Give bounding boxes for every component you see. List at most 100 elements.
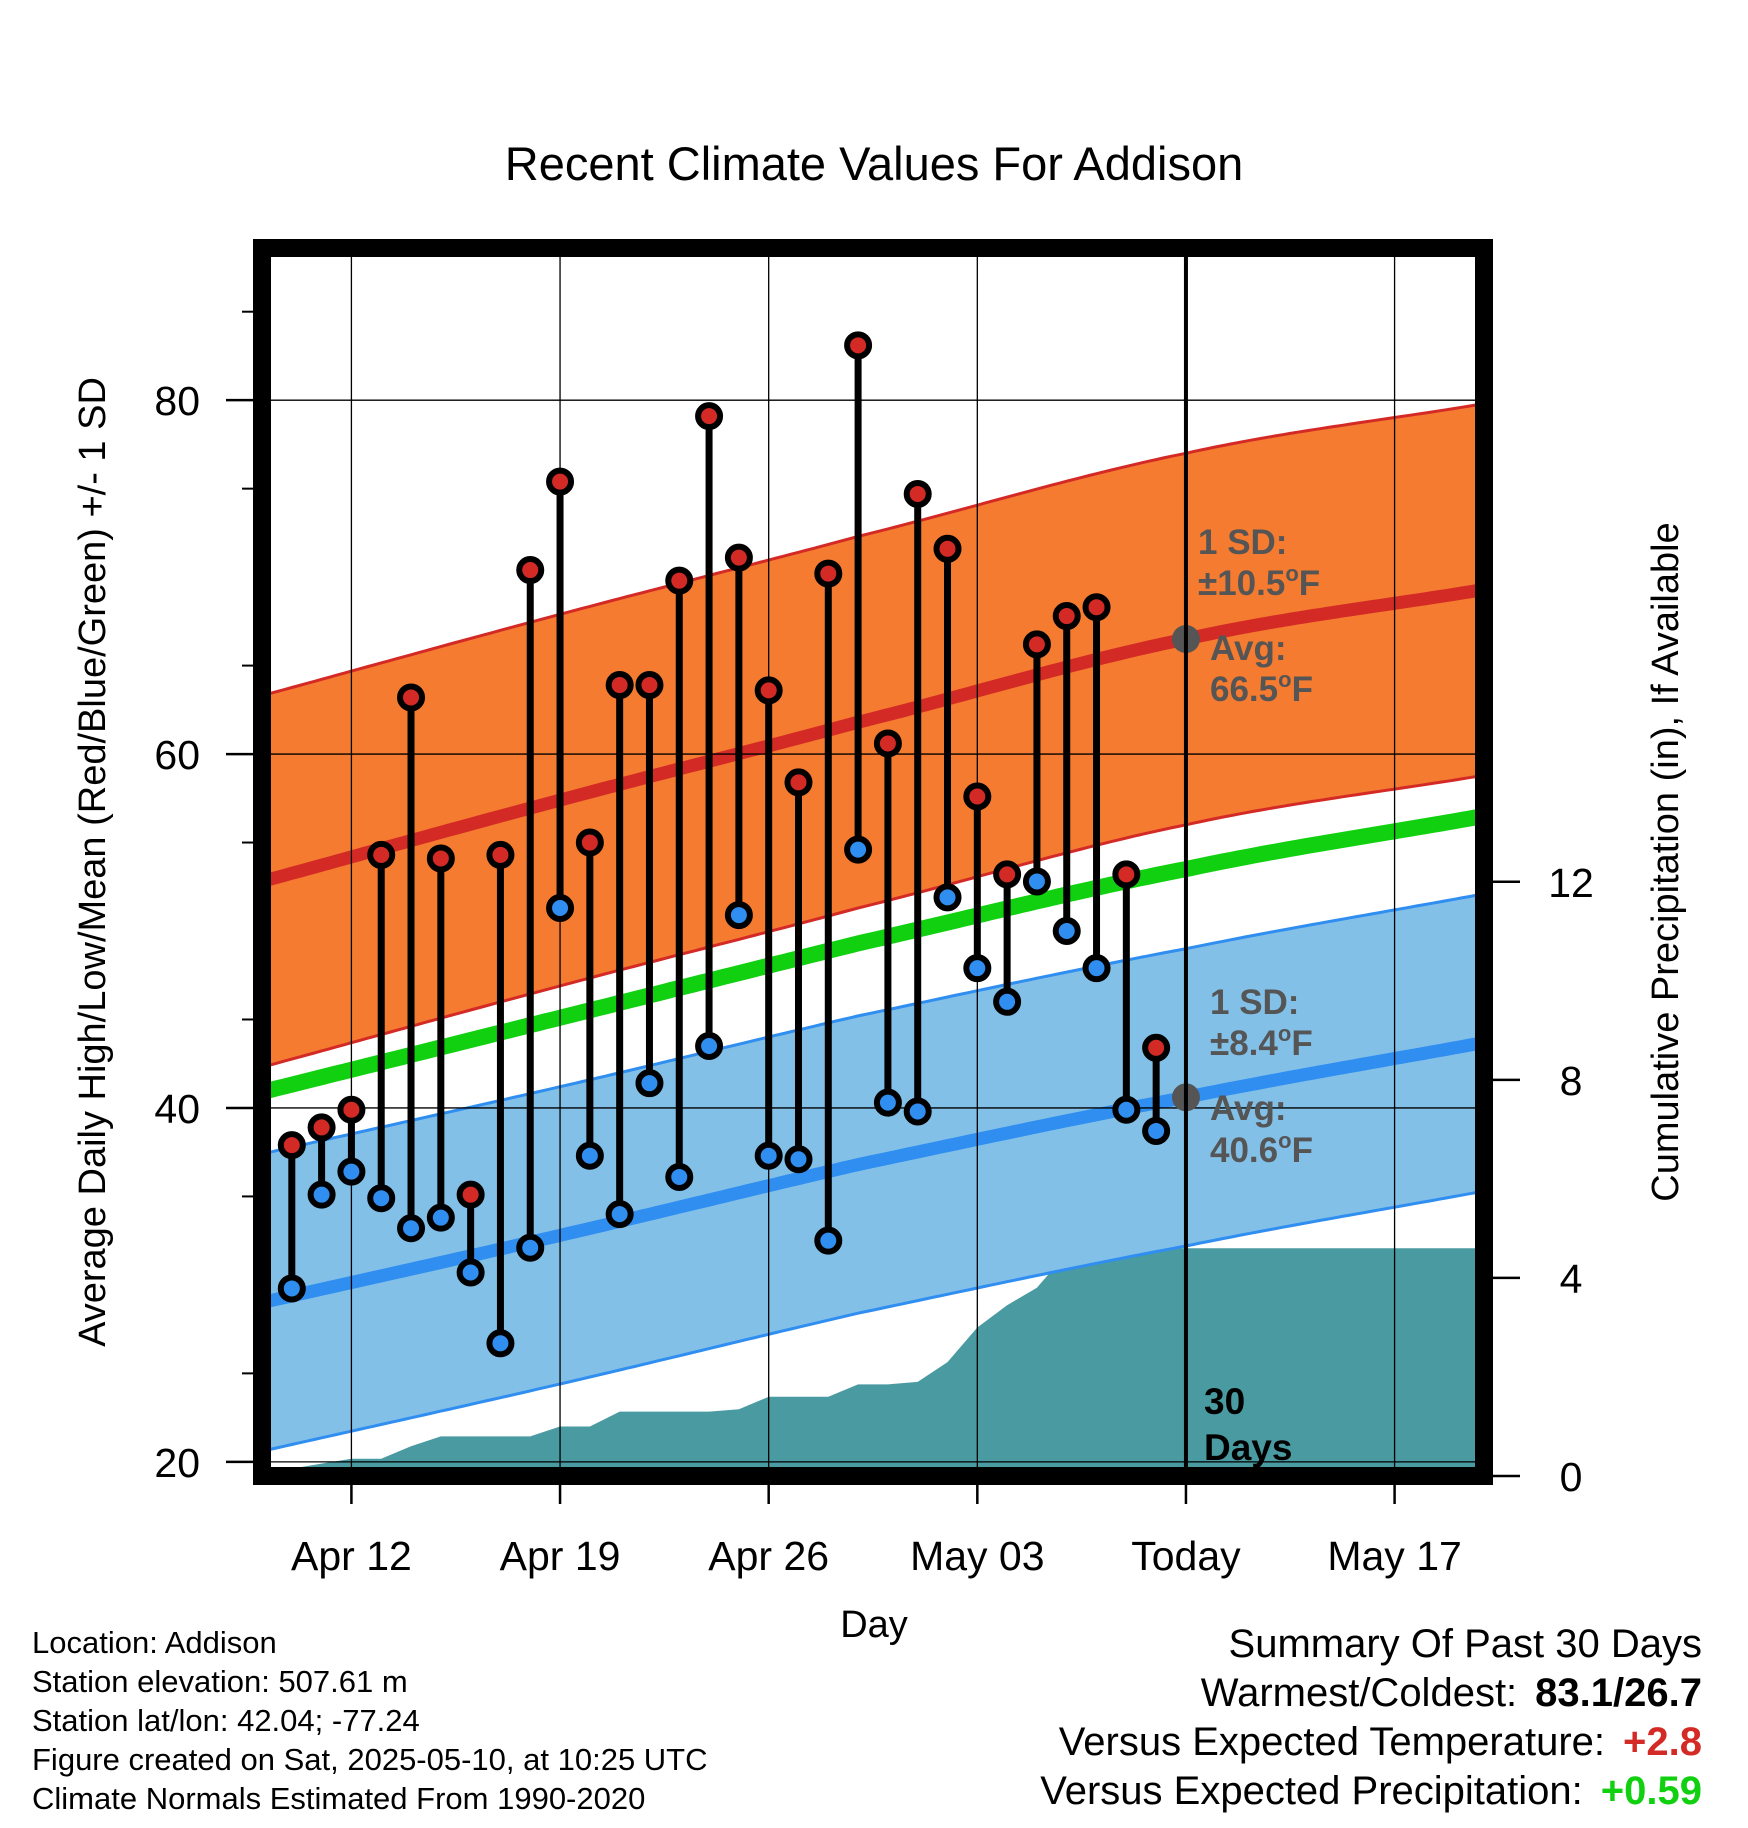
mean-normal-line bbox=[262, 808, 1484, 1100]
daily-low-point bbox=[367, 1184, 396, 1213]
y2-tick-label: 4 bbox=[1560, 1256, 1583, 1302]
days-label: Days bbox=[1204, 1427, 1292, 1468]
low-band-lower-edge bbox=[262, 1189, 1484, 1453]
daily-high-point bbox=[1112, 860, 1141, 889]
high-sd-value: ±10.5oF bbox=[1198, 561, 1320, 603]
y-tick-label: 40 bbox=[154, 1086, 200, 1132]
daily-low-point bbox=[277, 1274, 306, 1303]
daily-high-point bbox=[635, 671, 664, 700]
station-info: Location: Addison Station elevation: 507… bbox=[32, 1623, 708, 1818]
daily-low-point bbox=[1082, 954, 1111, 983]
daily-low-point bbox=[546, 894, 575, 923]
daily-high-point bbox=[397, 683, 426, 712]
daily-high-point bbox=[456, 1180, 485, 1209]
high-sd-label: 1 SD: bbox=[1198, 523, 1287, 562]
low-avg-value: 40.6oF bbox=[1210, 1128, 1313, 1170]
daily-low-point bbox=[903, 1097, 932, 1126]
daily-low-point bbox=[337, 1157, 366, 1186]
daily-low-point bbox=[873, 1088, 902, 1117]
daily-high-point bbox=[426, 844, 455, 873]
daily-low-point bbox=[426, 1203, 455, 1232]
daily-high-point bbox=[605, 671, 634, 700]
daily-high-point bbox=[933, 534, 962, 563]
daily-high-point bbox=[754, 676, 783, 705]
warm-cold-value: 83.1/26.7 bbox=[1535, 1671, 1702, 1715]
x-axis-label: Day bbox=[840, 1604, 908, 1646]
daily-low-point bbox=[635, 1069, 664, 1098]
temp-label: Versus Expected Temperature: bbox=[1058, 1720, 1606, 1764]
precip-label: Versus Expected Precipitation: bbox=[1040, 1769, 1583, 1813]
daily-high-point bbox=[873, 729, 902, 758]
precip-value: +0.59 bbox=[1600, 1769, 1702, 1813]
daily-low-point bbox=[1052, 917, 1081, 946]
daily-high-point bbox=[516, 556, 545, 585]
x-tick-label: May 17 bbox=[1327, 1533, 1461, 1579]
daily-high-point bbox=[844, 331, 873, 360]
daily-low-point bbox=[1022, 867, 1051, 896]
high-normal-line bbox=[262, 583, 1484, 888]
warm-cold-label: Warmest/Coldest: bbox=[1200, 1671, 1518, 1715]
daily-low-point bbox=[724, 901, 753, 930]
info-normals: Climate Normals Estimated From 1990-2020 bbox=[32, 1781, 646, 1816]
high-avg-label: Avg: bbox=[1210, 629, 1286, 668]
summary-title: Summary Of Past 30 Days bbox=[1228, 1622, 1702, 1666]
daily-low-point bbox=[516, 1233, 545, 1262]
x-tick-label: Apr 26 bbox=[708, 1533, 829, 1579]
x-tick-label: May 03 bbox=[910, 1533, 1044, 1579]
daily-low-point bbox=[665, 1162, 694, 1191]
daily-low-point bbox=[1112, 1095, 1141, 1124]
y-tick-label: 20 bbox=[154, 1440, 200, 1486]
precip-area bbox=[262, 1248, 1484, 1476]
daily-high-point bbox=[277, 1131, 306, 1160]
daily-high-point bbox=[486, 840, 515, 869]
daily-high-point bbox=[1052, 602, 1081, 631]
daily-high-point bbox=[784, 768, 813, 797]
days-count: 30 bbox=[1204, 1381, 1245, 1422]
daily-high-point bbox=[814, 559, 843, 588]
summary-temp: Versus Expected Temperature: +2.8 bbox=[1040, 1718, 1702, 1767]
daily-low-point bbox=[605, 1200, 634, 1229]
info-elevation: Station elevation: 507.61 m bbox=[32, 1664, 408, 1699]
info-created: Figure created on Sat, 2025-05-10, at 10… bbox=[32, 1742, 708, 1777]
daily-temperature-marks bbox=[277, 331, 1200, 1358]
daily-low-point bbox=[963, 954, 992, 983]
daily-low-point bbox=[486, 1329, 515, 1358]
summary-warm-cold: Warmest/Coldest: 83.1/26.7 bbox=[1040, 1669, 1702, 1718]
y2-axis-label: Cumulative Precipitation (in), If Availa… bbox=[1645, 522, 1687, 1201]
y-axis-label: Average Daily High/Low/Mean (Red/Blue/Gr… bbox=[72, 377, 114, 1347]
daily-low-point bbox=[993, 987, 1022, 1016]
chart-title: Recent Climate Values For Addison bbox=[505, 137, 1243, 190]
daily-low-point bbox=[933, 883, 962, 912]
daily-low-point bbox=[307, 1180, 336, 1209]
y2-tick-label: 12 bbox=[1548, 860, 1594, 906]
daily-high-point bbox=[993, 860, 1022, 889]
daily-high-point bbox=[337, 1095, 366, 1124]
daily-high-point bbox=[1142, 1033, 1171, 1062]
x-tick-label: Today bbox=[1131, 1533, 1241, 1579]
temp-value: +2.8 bbox=[1623, 1720, 1702, 1764]
daily-low-point bbox=[397, 1214, 426, 1243]
daily-low-point bbox=[784, 1145, 813, 1174]
y2-tick-label: 8 bbox=[1560, 1058, 1583, 1104]
summary-panel: Summary Of Past 30 Days Warmest/Coldest:… bbox=[1040, 1620, 1702, 1816]
daily-high-point bbox=[546, 467, 575, 496]
daily-high-point bbox=[903, 479, 932, 508]
daily-high-point bbox=[575, 828, 604, 857]
plot-frame bbox=[253, 239, 1493, 1485]
daily-high-point bbox=[1082, 593, 1111, 622]
y2-tick-label: 0 bbox=[1560, 1454, 1583, 1500]
daily-high-point bbox=[665, 566, 694, 595]
info-location: Location: Addison bbox=[32, 1625, 277, 1660]
low-sd-label: 1 SD: bbox=[1210, 983, 1299, 1022]
daily-low-point bbox=[844, 835, 873, 864]
daily-low-point bbox=[754, 1141, 783, 1170]
low-sd-band bbox=[262, 893, 1484, 1452]
daily-high-point bbox=[367, 840, 396, 869]
low-normal-line bbox=[262, 1036, 1484, 1309]
daily-high-point bbox=[1022, 630, 1051, 659]
x-tick-label: Apr 12 bbox=[291, 1533, 412, 1579]
daily-low-point bbox=[695, 1032, 724, 1061]
low-avg-label: Avg: bbox=[1210, 1089, 1286, 1128]
high-avg-value: 66.5oF bbox=[1210, 667, 1313, 709]
